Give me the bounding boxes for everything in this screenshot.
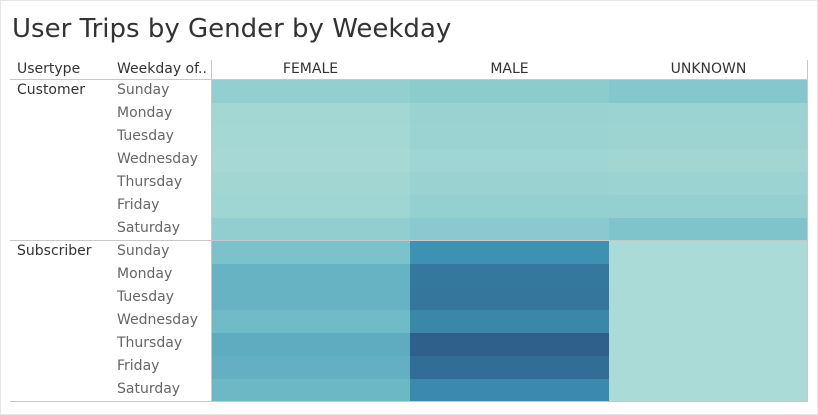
heatmap-cell xyxy=(211,172,410,195)
heatmap-cell xyxy=(609,126,808,149)
weekday-label: Wednesday xyxy=(117,151,199,167)
heatmap-cell xyxy=(410,356,609,379)
column-header-unknown: UNKNOWN xyxy=(670,61,747,77)
heatmap-cell xyxy=(609,356,808,379)
heatmap-cell xyxy=(410,172,609,195)
heatmap-cell xyxy=(609,287,808,310)
heatmap-cell xyxy=(609,379,808,402)
heatmap-cell xyxy=(211,333,410,356)
weekday-label: Monday xyxy=(117,266,173,282)
heatmap-cell xyxy=(410,149,609,172)
heatmap-cell xyxy=(211,126,410,149)
weekday-label: Tuesday xyxy=(117,128,174,144)
heatmap-cell xyxy=(211,379,410,402)
bottom-divider xyxy=(10,401,808,402)
weekday-label: Sunday xyxy=(117,243,170,259)
heatmap-cell xyxy=(609,218,808,241)
label-column-divider xyxy=(211,60,212,401)
heatmap-cell xyxy=(211,241,410,264)
heatmap-cell xyxy=(410,103,609,126)
weekday-label: Wednesday xyxy=(117,312,199,328)
weekday-label: Monday xyxy=(117,105,173,121)
heatmap-cell xyxy=(609,241,808,264)
usertype-label-subscriber: Subscriber xyxy=(17,243,92,259)
weekday-label: Saturday xyxy=(117,220,181,236)
heatmap-cell xyxy=(410,80,609,103)
heatmap-cell xyxy=(609,172,808,195)
heatmap-cell xyxy=(410,241,609,264)
weekday-label: Sunday xyxy=(117,82,170,98)
heatmap-cell xyxy=(410,379,609,402)
heatmap-cell xyxy=(211,149,410,172)
usertype-label-customer: Customer xyxy=(17,82,86,98)
heatmap-cell xyxy=(609,195,808,218)
column-header-female: FEMALE xyxy=(282,61,339,77)
weekday-label: Thursday xyxy=(117,174,183,190)
weekday-header: Weekday of.. xyxy=(117,61,207,77)
heatmap-cell xyxy=(211,287,410,310)
weekday-label: Tuesday xyxy=(117,289,174,305)
heatmap-cell xyxy=(609,149,808,172)
heatmap-cell xyxy=(211,103,410,126)
right-edge-divider xyxy=(807,60,808,401)
heatmap-cell xyxy=(609,310,808,333)
column-header-male: MALE xyxy=(490,61,529,77)
weekday-label: Friday xyxy=(117,197,160,213)
heatmap-cell xyxy=(211,218,410,241)
chart-title: User Trips by Gender by Weekday xyxy=(12,14,452,44)
weekday-label: Thursday xyxy=(117,335,183,351)
heatmap-cell xyxy=(609,80,808,103)
heatmap-cell xyxy=(410,287,609,310)
group-divider xyxy=(10,240,808,241)
heatmap-cell xyxy=(211,264,410,287)
heatmap-cell xyxy=(211,195,410,218)
heatmap-cell xyxy=(211,80,410,103)
usertype-header: Usertype xyxy=(17,61,81,77)
heatmap-cell xyxy=(410,310,609,333)
heatmap-cell xyxy=(410,126,609,149)
heatmap-cell xyxy=(609,333,808,356)
heatmap-cell xyxy=(410,264,609,287)
header-divider xyxy=(10,79,808,80)
heatmap-cell xyxy=(410,218,609,241)
heatmap-cell xyxy=(410,195,609,218)
heatmap-cell xyxy=(211,310,410,333)
heatmap-cell xyxy=(211,356,410,379)
heatmap-cell xyxy=(609,103,808,126)
heatmap-cell xyxy=(609,264,808,287)
weekday-label: Saturday xyxy=(117,381,181,397)
weekday-label: Friday xyxy=(117,358,160,374)
heatmap-cell xyxy=(410,333,609,356)
